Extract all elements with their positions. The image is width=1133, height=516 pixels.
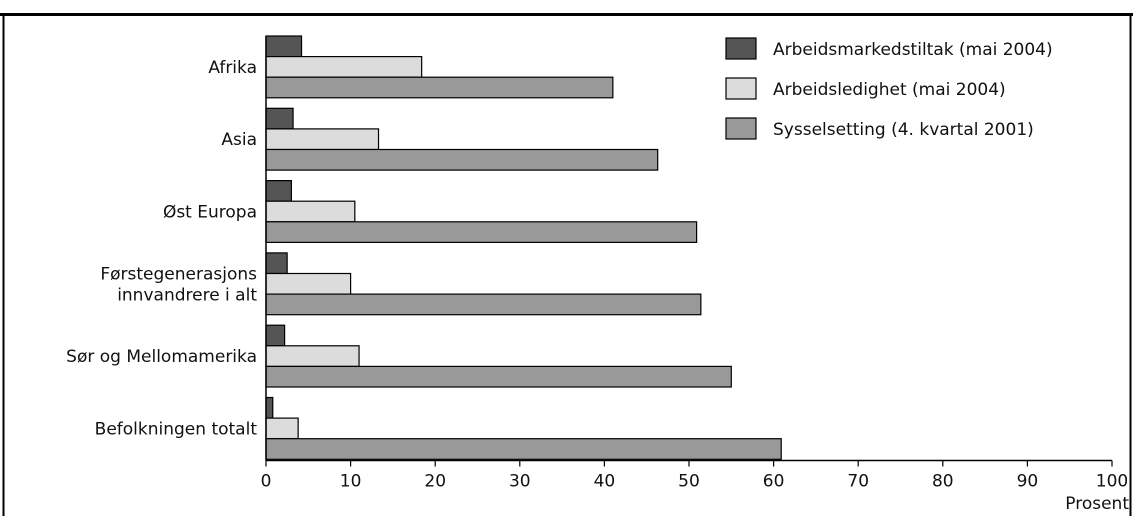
x-axis-label: Prosent: [1065, 494, 1129, 514]
bar-1-2: [265, 107, 294, 130]
category-label: Sør og Mellomamerika: [66, 347, 257, 367]
x-tick-label: 70: [847, 472, 869, 492]
legend: Arbeidsmarkedstiltak (mai 2004) Arbeidsle…: [725, 37, 1053, 140]
bar-2-3: [265, 200, 356, 223]
bar-3-6: [265, 438, 782, 460]
bar-3-1: [265, 76, 614, 99]
category-label: Øst Europa: [163, 203, 257, 223]
bar-3-3: [265, 221, 698, 244]
category-label: Førstegenerasjons: [100, 264, 257, 284]
bar-2-4: [265, 272, 352, 295]
x-tick-label: 20: [424, 472, 446, 492]
x-tick-label: 50: [678, 472, 700, 492]
category-label: Afrika: [208, 58, 257, 78]
bar-1-5: [265, 324, 286, 347]
category-labels: Afrika Asia Øst Europa Førstegenerasjonsinn…: [66, 58, 258, 439]
x-tick-label: 10: [340, 472, 362, 492]
legend-swatch: [725, 77, 757, 100]
x-tick-label: 80: [932, 472, 954, 492]
legend-label: Arbeidsmarkedstiltak (mai 2004): [773, 40, 1053, 60]
legend-label: Sysselsetting (4. kvartal 2001): [773, 120, 1034, 140]
bar-1-3: [265, 180, 292, 202]
bar-2-1: [265, 55, 423, 78]
bar-1-6: [265, 396, 274, 419]
bar-3-2: [265, 148, 659, 171]
legend-swatch: [725, 37, 757, 60]
bar-2-5: [265, 345, 360, 367]
bar-2-6: [265, 417, 299, 440]
x-axis-ticks: 0 10 20 30 40 50 60 70 80 90 100: [261, 460, 1128, 492]
x-tick-label: 100: [1096, 472, 1128, 492]
bar-3-4: [265, 293, 702, 316]
x-tick-label: 90: [1017, 472, 1039, 492]
bar-1-4: [265, 252, 288, 275]
legend-label: Arbeidsledighet (mai 2004): [773, 80, 1006, 100]
category-label: Befolkningen totalt: [95, 419, 258, 439]
bar-2-2: [265, 128, 380, 151]
x-tick-label: 30: [509, 472, 531, 492]
category-label: Asia: [221, 130, 257, 150]
legend-swatch: [725, 117, 757, 140]
bars-group: [265, 35, 782, 460]
x-tick-label: 40: [594, 472, 616, 492]
x-tick-label: 0: [261, 472, 272, 492]
x-tick-label: 60: [763, 472, 785, 492]
category-label: innvandrere i alt: [117, 285, 257, 305]
bar-3-5: [265, 365, 732, 388]
bar-1-1: [265, 35, 303, 58]
